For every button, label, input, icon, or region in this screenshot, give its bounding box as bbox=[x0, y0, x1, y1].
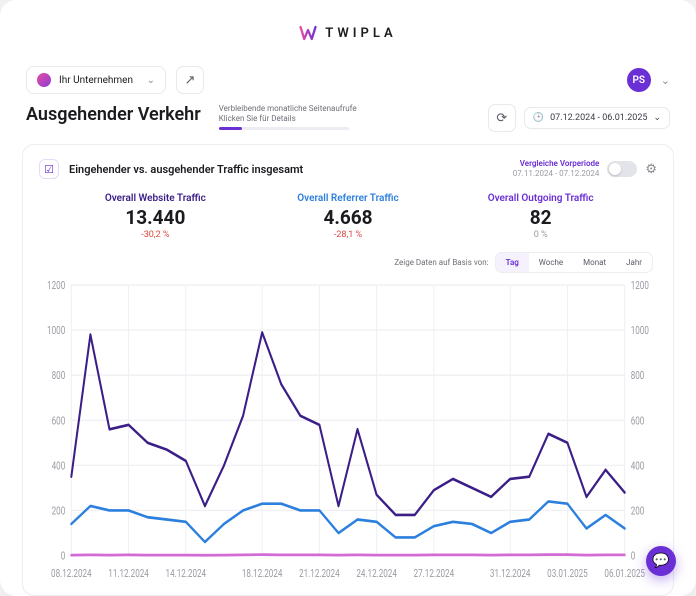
refresh-icon: ⟳ bbox=[496, 111, 507, 126]
remaining-sublabel: Klicken Sie für Details bbox=[219, 114, 357, 124]
brand-name: TWIPLA bbox=[325, 26, 396, 41]
title-row: Ausgehender Verkehr Verbleibende monatli… bbox=[0, 104, 696, 138]
remaining-pageviews[interactable]: Verbleibende monatliche Seitenaufrufe Kl… bbox=[219, 104, 357, 130]
svg-text:200: 200 bbox=[52, 505, 66, 517]
metric-referrer-traffic: Overall Referrer Traffic 4.668 -28,1 % bbox=[252, 193, 445, 240]
svg-text:400: 400 bbox=[631, 460, 645, 472]
date-range-picker[interactable]: 🕒 07.12.2024 - 06.01.2025 ⌄ bbox=[524, 107, 670, 129]
basis-option-woche[interactable]: Woche bbox=[529, 253, 573, 272]
chevron-down-icon: ⌄ bbox=[147, 75, 155, 86]
svg-text:24.12.2024: 24.12.2024 bbox=[356, 568, 397, 580]
svg-text:1000: 1000 bbox=[631, 325, 649, 337]
svg-text:400: 400 bbox=[52, 460, 66, 472]
user-avatar[interactable]: PS bbox=[627, 68, 651, 92]
svg-text:08.12.2024: 08.12.2024 bbox=[51, 568, 92, 580]
remaining-progress-bar bbox=[219, 127, 349, 130]
brand-logo-icon bbox=[299, 24, 317, 42]
svg-text:21.12.2024: 21.12.2024 bbox=[299, 568, 340, 580]
metric-website-traffic: Overall Website Traffic 13.440 -30,2 % bbox=[59, 193, 252, 240]
company-label: Ihr Unternehmen bbox=[59, 75, 133, 86]
svg-text:0: 0 bbox=[61, 551, 66, 563]
basis-option-monat[interactable]: Monat bbox=[573, 253, 616, 272]
page-title: Ausgehender Verkehr bbox=[26, 104, 201, 125]
basis-option-tag[interactable]: Tag bbox=[496, 253, 529, 272]
svg-text:27.12.2024: 27.12.2024 bbox=[414, 568, 455, 580]
metrics-row: Overall Website Traffic 13.440 -30,2 % O… bbox=[39, 179, 657, 244]
chevron-down-icon[interactable]: ⌄ bbox=[661, 74, 670, 87]
svg-text:14.12.2024: 14.12.2024 bbox=[166, 568, 207, 580]
traffic-chart: 0 0 200 200 400 400 600 600 800 800 1000 1000 1200 12… bbox=[39, 277, 657, 585]
svg-text:03.01.2025: 03.01.2025 bbox=[547, 568, 588, 580]
traffic-card: ☑ Eingehender vs. ausgehender Traffic in… bbox=[22, 144, 674, 596]
svg-text:06.01.2025: 06.01.2025 bbox=[604, 568, 645, 580]
traffic-card-icon: ☑ bbox=[39, 159, 59, 179]
svg-text:200: 200 bbox=[631, 505, 645, 517]
basis-segmented: Tag Woche Monat Jahr bbox=[495, 252, 653, 273]
date-range-text: 07.12.2024 - 06.01.2025 bbox=[550, 113, 647, 123]
svg-text:600: 600 bbox=[52, 415, 66, 427]
svg-text:1000: 1000 bbox=[47, 325, 65, 337]
company-select[interactable]: Ihr Unternehmen ⌄ bbox=[26, 66, 166, 94]
brand-header: TWIPLA bbox=[0, 18, 696, 48]
basis-label: Zeige Daten auf Basis von: bbox=[394, 258, 488, 267]
chat-icon: 💬 bbox=[652, 553, 669, 569]
svg-text:600: 600 bbox=[631, 415, 645, 427]
metric-outgoing-traffic: Overall Outgoing Traffic 82 0 % bbox=[444, 193, 637, 240]
svg-text:0: 0 bbox=[631, 551, 636, 563]
svg-text:18.12.2024: 18.12.2024 bbox=[242, 568, 283, 580]
external-link-icon: ↗ bbox=[185, 73, 196, 88]
refresh-button[interactable]: ⟳ bbox=[488, 104, 516, 132]
svg-text:800: 800 bbox=[52, 370, 66, 382]
chevron-down-icon: ⌄ bbox=[653, 113, 661, 123]
open-external-button[interactable]: ↗ bbox=[176, 66, 204, 94]
basis-row: Zeige Daten auf Basis von: Tag Woche Mon… bbox=[39, 244, 657, 277]
chat-fab[interactable]: 💬 bbox=[646, 546, 676, 576]
app-shell: TWIPLA Ihr Unternehmen ⌄ ↗ PS ⌄ Ausgehen… bbox=[0, 0, 696, 596]
compare-label: Vergleiche Vorperiode 07.11.2024 - 07.12… bbox=[513, 159, 600, 178]
topbar: Ihr Unternehmen ⌄ ↗ PS ⌄ bbox=[0, 48, 696, 104]
card-title: Eingehender vs. ausgehender Traffic insg… bbox=[69, 163, 303, 176]
svg-text:800: 800 bbox=[631, 370, 645, 382]
svg-text:1200: 1200 bbox=[631, 280, 649, 292]
company-avatar-icon bbox=[37, 73, 51, 87]
svg-text:11.12.2024: 11.12.2024 bbox=[108, 568, 149, 580]
remaining-label: Verbleibende monatliche Seitenaufrufe bbox=[219, 104, 357, 114]
svg-text:1200: 1200 bbox=[47, 280, 65, 292]
clock-icon: 🕒 bbox=[533, 113, 544, 123]
basis-option-jahr[interactable]: Jahr bbox=[616, 253, 652, 272]
settings-icon[interactable]: ⚙ bbox=[645, 162, 657, 177]
compare-toggle[interactable] bbox=[607, 161, 637, 177]
svg-text:31.12.2024: 31.12.2024 bbox=[490, 568, 531, 580]
